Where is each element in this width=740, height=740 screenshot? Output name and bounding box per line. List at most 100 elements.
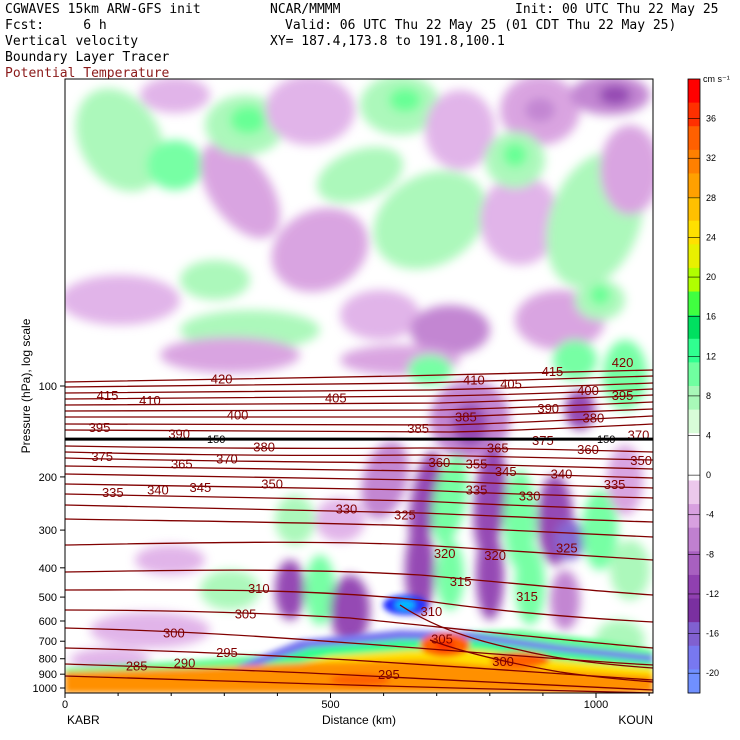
vertical-velocity-shading: [65, 79, 653, 693]
theta-label: 325: [394, 507, 416, 522]
theta-label: 305: [431, 631, 453, 646]
theta-label: 320: [434, 546, 456, 561]
theta-label: 380: [253, 440, 275, 455]
theta-label: 335: [466, 483, 488, 498]
theta-label: 400: [577, 383, 599, 398]
theta-label: 340: [147, 483, 169, 498]
colorbar-swatch: [688, 126, 700, 151]
theta-label: 320: [484, 548, 506, 563]
y-axis-title: Pressure (hPa), log scale: [19, 318, 33, 453]
x-axis-title: Distance (km): [322, 713, 396, 727]
theta-label: 330: [336, 501, 358, 516]
x-tick-label: 500: [321, 699, 339, 711]
colorbar-swatch: [688, 197, 700, 222]
colorbar-swatch: [688, 79, 700, 104]
y-tick-label: 300: [39, 525, 57, 537]
colorbar-tick-label: -12: [706, 589, 719, 599]
colorbar-swatch: [688, 433, 700, 458]
colorbar-swatch: [688, 574, 700, 600]
theta-label: 305: [235, 606, 257, 621]
theta-label: 410: [139, 393, 161, 408]
colorbar-tick-label: 8: [706, 391, 711, 401]
colorbar-swatch: [688, 244, 700, 269]
theta-label: 365: [487, 440, 509, 455]
colorbar-tick-label: 0: [706, 470, 711, 480]
colorbar-tick-label: -8: [706, 549, 714, 559]
model-title: CGWAVES 15km ARW-GFS init: [5, 2, 201, 17]
theta-label: 300: [163, 626, 185, 641]
y-tick-label: 700: [39, 636, 57, 648]
colorbar-tick-label: 36: [706, 114, 716, 124]
y-tick-label: 600: [39, 616, 57, 628]
theta-label: 295: [216, 645, 238, 660]
x-tick-label: 1000: [584, 699, 608, 711]
theta-label: 405: [500, 377, 522, 392]
colorbar-frame: [687, 78, 701, 694]
pressure-150-label-right: 150: [597, 434, 615, 446]
colorbar-swatch: [688, 622, 700, 647]
colorbar-swatch: [688, 527, 700, 552]
y-tick-label: 500: [39, 592, 57, 604]
theta-label: 395: [89, 420, 111, 435]
colorbar-swatch: [688, 409, 700, 434]
y-tick-label: 400: [39, 563, 57, 575]
colorbar-swatch: [688, 669, 700, 694]
colorbar-swatch: [688, 338, 700, 363]
y-tick-label: 200: [39, 472, 57, 484]
colorbar-swatch: [688, 386, 700, 411]
theta-label: 350: [630, 453, 652, 468]
forecast-hour: Fcst: 6 h: [5, 18, 107, 33]
xy-endpoints: XY= 187.4,173.8 to 191.8,100.1: [270, 34, 505, 49]
field-potential-temperature: Potential Temperature: [5, 66, 170, 81]
theta-label: 310: [248, 581, 270, 596]
colorbar-swatch: [688, 551, 700, 576]
y-tick-label: 100: [39, 381, 57, 393]
colorbar-tick-label: 28: [706, 193, 716, 203]
y-tick-label: 800: [39, 654, 57, 666]
theta-label: 385: [407, 421, 429, 436]
valid-time: Valid: 06 UTC Thu 22 May 25 (01 CDT Thu …: [285, 18, 677, 33]
org-label: NCAR/MMMM: [270, 2, 341, 17]
theta-label: 290: [174, 656, 196, 671]
colorbar-tick-label: 16: [706, 312, 716, 322]
colorbar-swatch: [688, 504, 700, 529]
colorbar-swatch: [688, 315, 700, 340]
colorbar-swatch: [688, 456, 700, 481]
field-boundary-layer-tracer: Boundary Layer Tracer: [5, 50, 170, 65]
colorbar-swatch: [688, 149, 700, 174]
theta-label: 360: [429, 455, 451, 470]
init-time: Init: 00 UTC Thu 22 May 25: [515, 2, 719, 17]
theta-label: 345: [495, 464, 517, 479]
colorbar-tick-label: -16: [706, 629, 719, 639]
colorbar-swatch: [688, 645, 700, 670]
y-tick-label: 1000: [33, 683, 57, 695]
field-vertical-velocity: Vertical velocity: [5, 34, 139, 49]
theta-label: 300: [492, 654, 514, 669]
theta-label: 410: [463, 373, 485, 388]
theta-label: 335: [604, 477, 626, 492]
theta-label: 375: [91, 449, 113, 464]
theta-label: 420: [612, 355, 634, 370]
theta-label: 295: [378, 667, 400, 682]
theta-label: 400: [227, 407, 249, 422]
theta-label: 330: [519, 488, 541, 503]
theta-label: 380: [582, 410, 604, 425]
theta-label: 315: [450, 574, 472, 589]
theta-label: 385: [455, 409, 477, 424]
theta-label: 325: [556, 540, 578, 555]
colorbar-swatch: [688, 173, 700, 198]
x-left-station: KABR: [67, 713, 100, 727]
y-tick-label: 900: [39, 669, 57, 681]
colorbar-swatch: [688, 598, 700, 623]
theta-label: 345: [190, 480, 212, 495]
colorbar-tick-label: 32: [706, 153, 716, 163]
theta-label: 370: [216, 451, 238, 466]
theta-label: 355: [466, 457, 488, 472]
theta-label: 415: [97, 388, 119, 403]
colorbar: 36 32 28 24 20 16 12 8 4 0 -4 -8 -12 -16 -20: [687, 78, 719, 694]
theta-label: 365: [171, 457, 193, 472]
theta-label: 415: [542, 364, 564, 379]
theta-label: 310: [421, 604, 443, 619]
theta-label: 420: [211, 371, 233, 386]
